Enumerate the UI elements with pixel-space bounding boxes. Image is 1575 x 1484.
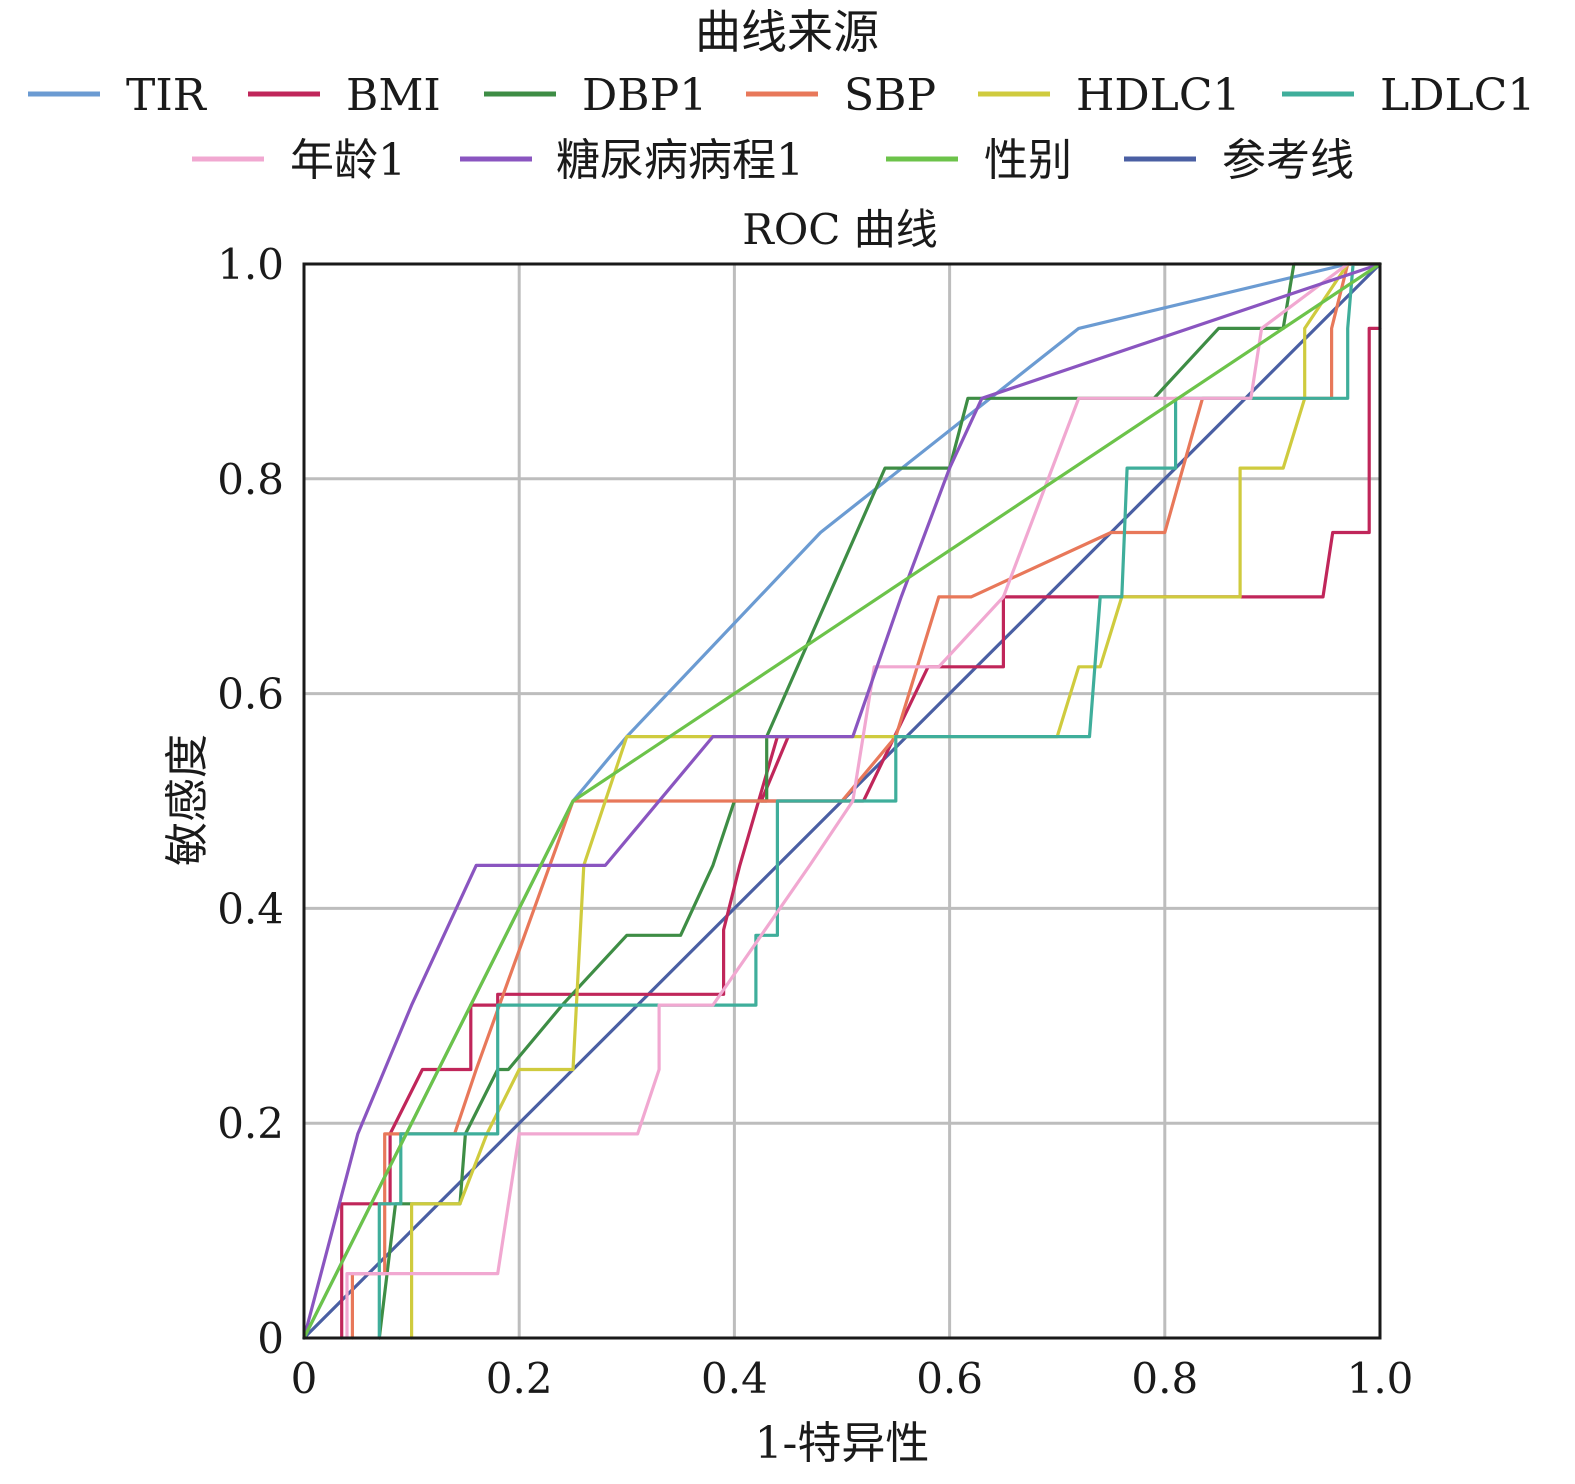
legend-label: LDLC1 — [1380, 70, 1535, 121]
legend-label: BMI — [346, 70, 441, 121]
y-axis: 0 0.2 0.4 0.6 0.8 1.0 — [217, 240, 284, 1363]
legend-label: DBP1 — [582, 70, 707, 121]
y-tick-label: 0.2 — [217, 1099, 284, 1148]
y-tick-label: 1.0 — [217, 240, 284, 289]
x-tick-label: 0.2 — [486, 1354, 553, 1403]
legend-label: 糖尿病病程1 — [556, 135, 804, 186]
x-tick-label: 1.0 — [1347, 1354, 1414, 1403]
series-line-6 — [345, 262, 1382, 1340]
legend-label: TIR — [126, 70, 208, 121]
y-tick-label: 0.4 — [217, 884, 284, 933]
legend-label: 参考线 — [1222, 135, 1354, 186]
legend-label: 年龄1 — [290, 135, 406, 186]
x-tick-label: 0.8 — [1131, 1354, 1198, 1403]
y-tick-label: 0.6 — [217, 670, 284, 719]
series-line-5 — [377, 262, 1382, 1340]
legend-label: 性别 — [984, 135, 1072, 186]
legend: TIR BMI DBP1 SBP HDLC1 LDLC1 年龄1 糖尿病病程1 性别 参考线 — [28, 70, 1535, 186]
x-tick-label: 0.4 — [701, 1354, 768, 1403]
x-axis: 0 0.2 0.4 0.6 0.8 1.0 — [291, 1354, 1414, 1403]
plot-frame — [302, 262, 1382, 1340]
x-tick-label: 0 — [291, 1354, 318, 1403]
x-axis-label: 1-特异性 — [755, 1418, 930, 1469]
chart-title: ROC 曲线 — [742, 205, 938, 254]
series-line-8 — [302, 262, 1382, 1340]
y-axis-label: 敏感度 — [162, 734, 213, 866]
legend-label: HDLC1 — [1076, 70, 1241, 121]
grid — [304, 264, 1380, 1338]
x-tick-label: 0.6 — [916, 1354, 983, 1403]
legend-title: 曲线来源 — [695, 5, 879, 59]
series-line-4 — [410, 262, 1382, 1340]
series-layer — [302, 262, 1382, 1340]
series-line-7 — [302, 262, 1382, 1340]
y-tick-label: 0.8 — [217, 455, 284, 504]
legend-label: SBP — [844, 70, 936, 121]
y-tick-label: 0 — [257, 1314, 284, 1363]
